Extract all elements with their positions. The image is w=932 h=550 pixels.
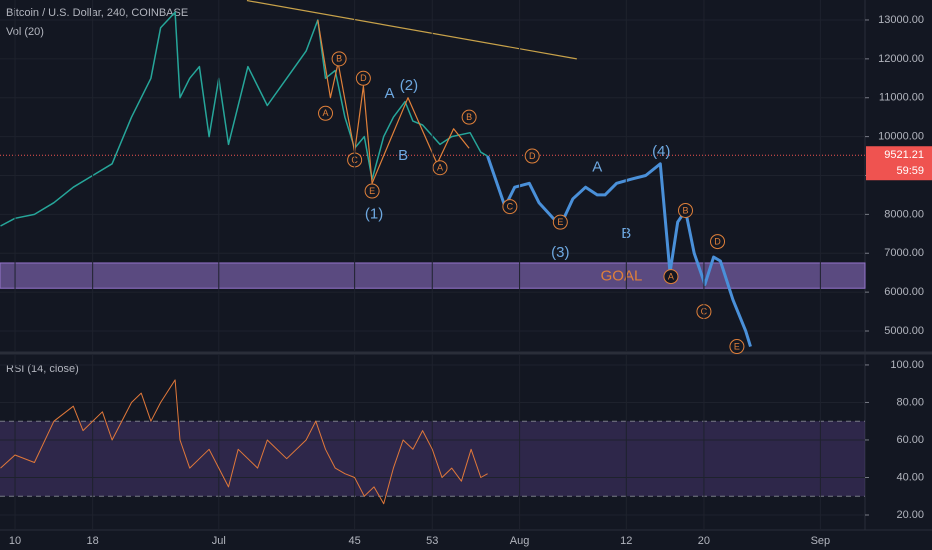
y-tick-label: 8000.00	[884, 208, 924, 220]
wave-label: E	[369, 186, 375, 196]
x-tick-label: 45	[349, 535, 361, 547]
wave-label: A	[668, 271, 674, 281]
y-tick-label: 20.00	[896, 509, 924, 521]
volume-label: Vol (20)	[6, 26, 44, 38]
wave-marker	[552, 214, 568, 230]
wave-marker	[461, 109, 477, 125]
wave-label: D	[714, 236, 721, 246]
wave-label: A	[323, 108, 329, 118]
x-tick-label: 10	[9, 535, 21, 547]
wave-label: B	[336, 54, 342, 64]
series-line	[0, 379, 488, 505]
wave-label: B	[682, 205, 688, 215]
series-line	[0, 11, 488, 227]
wave-label: (1)	[365, 205, 383, 222]
wave-marker	[432, 160, 448, 176]
rsi-title: RSI (14, close)	[6, 363, 79, 375]
series-line	[317, 19, 470, 184]
wave-label: D	[360, 73, 367, 83]
y-tick-label: 80.00	[896, 396, 924, 408]
y-tick-label: 100.00	[890, 359, 924, 371]
wave-marker	[502, 199, 518, 215]
y-tick-label: 12000.00	[878, 53, 924, 65]
wave-label: A	[385, 85, 395, 102]
last-price-box	[866, 146, 932, 181]
wave-label: (2)	[400, 77, 418, 94]
countdown-label: 59:59	[896, 165, 924, 177]
wave-label: A	[592, 159, 602, 176]
last-price-label: 9521.21	[884, 149, 924, 161]
y-tick-label: 6000.00	[884, 286, 924, 298]
wave-label: (3)	[551, 244, 569, 261]
x-tick-label: Sep	[811, 535, 831, 547]
y-tick-label: 7000.00	[884, 247, 924, 259]
y-tick-label: 5000.00	[884, 325, 924, 337]
wave-marker	[710, 234, 726, 250]
x-tick-label: Jul	[212, 535, 226, 547]
wave-label: C	[507, 201, 514, 211]
trendline	[246, 0, 577, 60]
x-tick-label: 18	[87, 535, 99, 547]
wave-label: B	[466, 112, 472, 122]
wave-label: (4)	[652, 143, 670, 160]
wave-marker	[355, 70, 371, 86]
y-tick-label: 60.00	[896, 434, 924, 446]
wave-label: E	[557, 217, 563, 227]
x-tick-label: 53	[426, 535, 438, 547]
y-tick-label: 40.00	[896, 471, 924, 483]
wave-marker	[729, 339, 745, 355]
wave-label: B	[398, 147, 408, 164]
x-tick-label: 12	[620, 535, 632, 547]
wave-marker	[663, 269, 679, 285]
wave-marker	[524, 148, 540, 164]
wave-label: GOAL	[601, 268, 643, 285]
wave-marker	[364, 183, 380, 199]
wave-marker	[677, 202, 693, 218]
wave-label: D	[529, 151, 536, 161]
chart-title: Bitcoin / U.S. Dollar, 240, COINBASE	[6, 7, 188, 19]
wave-label: E	[734, 341, 740, 351]
wave-label: A	[437, 163, 443, 173]
y-tick-label: 13000.00	[878, 14, 924, 26]
wave-marker	[318, 105, 334, 121]
y-tick-label: 10000.00	[878, 131, 924, 143]
y-tick-label: 11000.00	[879, 92, 924, 104]
x-tick-label: Aug	[510, 535, 530, 547]
series-line	[486, 155, 752, 348]
x-tick-label: 20	[698, 535, 710, 547]
wave-marker	[331, 51, 347, 67]
